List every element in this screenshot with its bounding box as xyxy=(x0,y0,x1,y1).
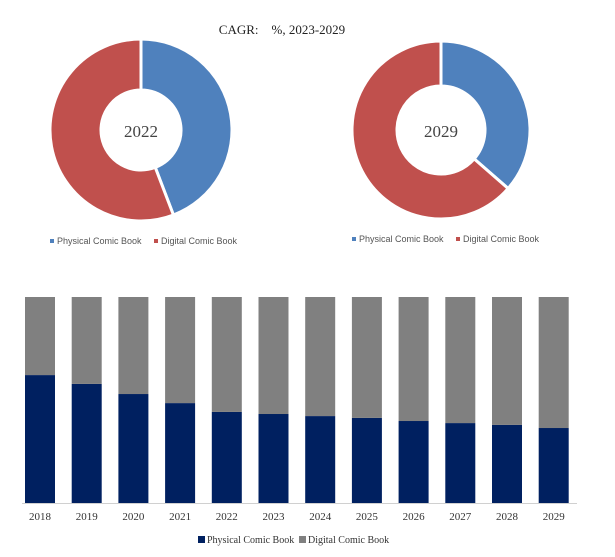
donut-slice-digital-comic-book xyxy=(48,37,176,223)
bar-digital-comic-book-2022 xyxy=(211,297,242,412)
bar-digital-comic-book-2025 xyxy=(351,297,382,418)
bar-physical-comic-book-2019 xyxy=(71,383,102,503)
legend-swatch xyxy=(154,239,158,243)
x-tick-label: 2021 xyxy=(169,511,191,523)
donut-slice-digital-comic-book xyxy=(350,39,511,221)
bar-digital-comic-book-2029 xyxy=(538,297,569,429)
donut-slice-physical-comic-book xyxy=(139,37,234,217)
bar-digital-comic-book-2020 xyxy=(118,297,149,395)
bar-digital-comic-book-2021 xyxy=(165,297,196,404)
bar-digital-comic-book-2026 xyxy=(398,297,429,422)
x-tick-label: 2027 xyxy=(449,511,472,523)
donut-center-label: 2029 xyxy=(424,122,458,141)
x-tick-label: 2019 xyxy=(76,511,99,523)
x-tick-label: 2029 xyxy=(543,511,566,523)
donut-slice-physical-comic-book xyxy=(439,39,532,191)
bar-digital-comic-book-2024 xyxy=(305,297,336,417)
chart-title: CAGR: %, 2023-2029 xyxy=(219,22,345,37)
bar-digital-comic-book-2028 xyxy=(492,297,522,425)
legend-label: Digital Comic Book xyxy=(463,234,540,244)
bar-physical-comic-book-2028 xyxy=(492,424,522,503)
legend-swatch xyxy=(50,239,54,243)
bar-physical-comic-book-2021 xyxy=(165,403,196,503)
bar-physical-comic-book-2020 xyxy=(118,394,149,503)
x-tick-label: 2028 xyxy=(496,511,519,523)
bar-digital-comic-book-2027 xyxy=(445,297,476,424)
legend-swatch xyxy=(456,237,460,241)
bar-physical-comic-book-2018 xyxy=(25,375,55,503)
legend-label: Physical Comic Book xyxy=(57,236,142,246)
x-tick-label: 2023 xyxy=(263,511,286,523)
legend-swatch xyxy=(198,536,205,543)
bar-digital-comic-book-2019 xyxy=(71,297,102,384)
x-tick-label: 2022 xyxy=(216,511,238,523)
x-tick-label: 2020 xyxy=(122,511,145,523)
donut-center-label: 2022 xyxy=(124,122,158,141)
bar-digital-comic-book-2018 xyxy=(25,297,55,376)
legend-label: Physical Comic Book xyxy=(359,234,444,244)
bar-physical-comic-book-2024 xyxy=(305,416,336,503)
legend-label: Physical Comic Book xyxy=(207,535,294,546)
legend-label: Digital Comic Book xyxy=(161,236,238,246)
bar-digital-comic-book-2023 xyxy=(258,297,289,415)
x-tick-label: 2026 xyxy=(403,511,426,523)
bar-physical-comic-book-2027 xyxy=(445,423,476,503)
x-tick-label: 2018 xyxy=(29,511,52,523)
legend-label: Digital Comic Book xyxy=(308,535,389,546)
bar-physical-comic-book-2022 xyxy=(211,411,242,503)
legend-swatch xyxy=(299,536,306,543)
bar-physical-comic-book-2023 xyxy=(258,414,289,503)
legend-swatch xyxy=(352,237,356,241)
x-tick-label: 2025 xyxy=(356,511,379,523)
bar-physical-comic-book-2026 xyxy=(398,421,429,503)
bar-physical-comic-book-2025 xyxy=(351,417,382,503)
bar-physical-comic-book-2029 xyxy=(538,428,569,503)
x-tick-label: 2024 xyxy=(309,511,332,523)
